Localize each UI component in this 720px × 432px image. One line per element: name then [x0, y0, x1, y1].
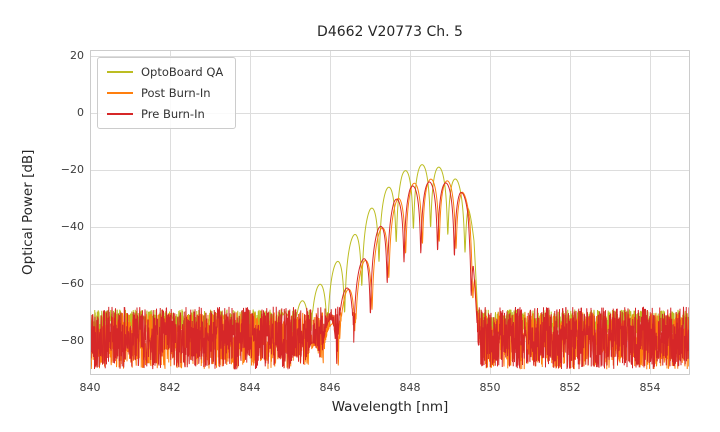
x-tick-label: 852 — [559, 381, 581, 394]
legend-swatch — [107, 92, 133, 94]
legend-label: Post Burn-In — [141, 86, 211, 100]
y-tick-label: −20 — [60, 163, 84, 176]
legend-label: Pre Burn-In — [141, 107, 205, 121]
x-tick-label: 846 — [319, 381, 341, 394]
legend-swatch — [107, 113, 133, 115]
x-tick-label: 854 — [639, 381, 661, 394]
legend-label: OptoBoard QA — [141, 65, 224, 79]
x-tick-label: 848 — [399, 381, 421, 394]
x-tick-label: 850 — [479, 381, 501, 394]
x-axis-label: Wavelength [nm] — [331, 399, 449, 415]
x-tick-label: 844 — [239, 381, 261, 394]
y-tick-label: −40 — [60, 220, 84, 233]
x-tick-label: 842 — [159, 381, 181, 394]
legend-item: Pre Burn-In — [107, 107, 223, 121]
y-tick-label: 20 — [70, 49, 84, 62]
legend-swatch — [107, 71, 133, 73]
legend: OptoBoard QA Post Burn-In Pre Burn-In — [97, 57, 237, 129]
y-tick-label: −80 — [60, 334, 84, 347]
x-tick-label: 840 — [79, 381, 101, 394]
y-axis-label: Optical Power [dB] — [20, 149, 36, 276]
legend-item: OptoBoard QA — [107, 65, 223, 79]
y-tick-label: 0 — [77, 106, 84, 119]
y-tick-label: −60 — [60, 277, 84, 290]
chart-title: D4662 V20773 Ch. 5 — [317, 24, 463, 40]
legend-item: Post Burn-In — [107, 86, 223, 100]
